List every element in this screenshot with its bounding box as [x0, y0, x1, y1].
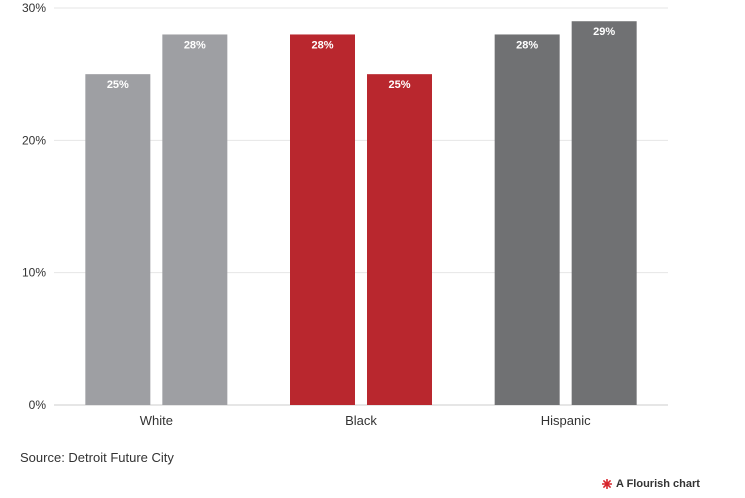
x-axis: White Black Hispanic: [140, 413, 591, 428]
bars: 25% 28% 28% 25% 28% 29%: [85, 21, 637, 406]
x-tick-label: Black: [345, 413, 377, 428]
y-tick-label: 30%: [22, 1, 46, 15]
bar-value-label: 29%: [593, 26, 615, 38]
y-axis: 0% 10% 20% 30%: [22, 1, 46, 412]
bar: [85, 74, 151, 406]
bar: [494, 34, 560, 405]
flourish-credit-label: A Flourish chart: [616, 478, 700, 490]
source-note: Source: Detroit Future City: [20, 450, 174, 465]
y-tick-label: 0%: [29, 398, 47, 412]
bar: [367, 74, 432, 406]
y-tick-label: 10%: [22, 266, 46, 280]
bar-value-label: 28%: [184, 39, 206, 51]
gridlines: [54, 7, 668, 406]
y-tick-label: 20%: [22, 133, 46, 147]
x-tick-label: White: [140, 413, 173, 428]
bar-value-label: 28%: [311, 39, 333, 51]
flourish-credit-link[interactable]: A Flourish chart: [602, 478, 700, 490]
bar: [571, 21, 637, 405]
bar-chart: 0% 10% 20% 30% 25% 28% 28% 25% 28% 29% White Blac…: [22, 1, 668, 428]
bar: [162, 34, 228, 405]
flourish-logo-icon: [602, 479, 612, 489]
bar-value-label: 25%: [388, 79, 410, 91]
bar: [290, 34, 355, 405]
bar-value-label: 25%: [107, 79, 129, 91]
bar-value-label: 28%: [516, 39, 538, 51]
x-tick-label: Hispanic: [541, 413, 591, 428]
